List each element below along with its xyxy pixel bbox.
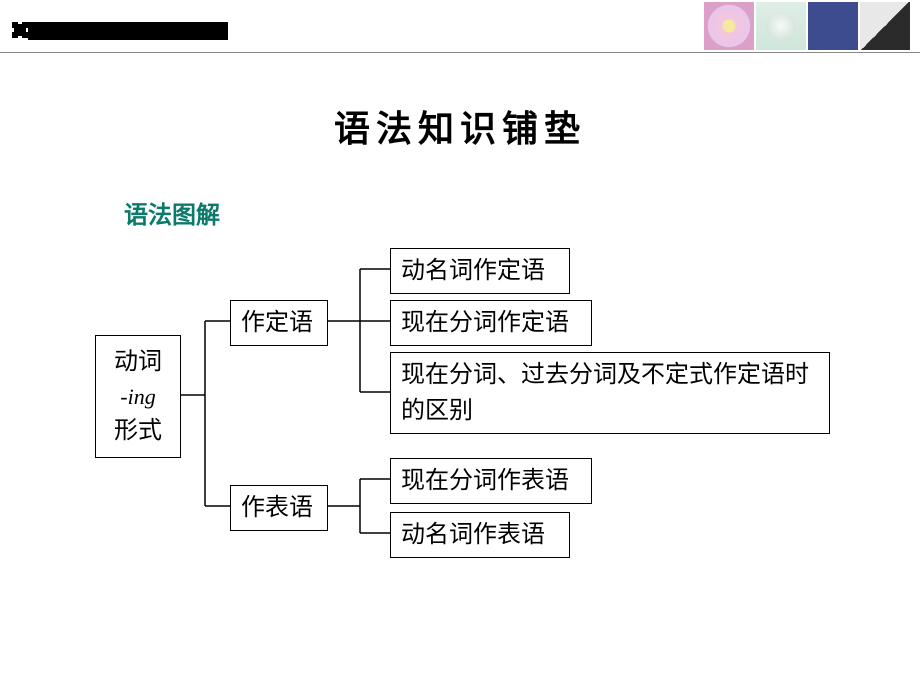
divider-line bbox=[0, 52, 920, 53]
root-line3: 形式 bbox=[102, 413, 174, 449]
decor-black-strip bbox=[28, 22, 228, 40]
makeup-tile-icon bbox=[860, 2, 910, 50]
decor-tile-row bbox=[704, 2, 910, 50]
top-bar bbox=[0, 2, 920, 50]
mid-node-1: 作表语 bbox=[230, 485, 328, 531]
root-line2: -ing bbox=[102, 380, 174, 413]
leaf-node-2: 现在分词、过去分词及不定式作定语时的区别 bbox=[390, 352, 830, 434]
leaf-node-4: 动名词作表语 bbox=[390, 512, 570, 558]
tree-diagram: 动词 -ing 形式 作定语作表语 动名词作定语现在分词作定语现在分词、过去分词及… bbox=[95, 240, 835, 620]
subtitle: 语法图解 bbox=[124, 195, 220, 230]
page-title: 语法知识铺垫 bbox=[0, 100, 920, 152]
leaf-node-0: 动名词作定语 bbox=[390, 248, 570, 294]
glass-tile-icon bbox=[756, 2, 806, 50]
root-node: 动词 -ing 形式 bbox=[95, 335, 181, 458]
navy-tile-icon bbox=[808, 2, 858, 50]
mid-node-0: 作定语 bbox=[230, 300, 328, 346]
decor-square-icon bbox=[12, 22, 28, 38]
flower-tile-icon bbox=[704, 2, 754, 50]
root-line1: 动词 bbox=[102, 344, 174, 380]
leaf-node-3: 现在分词作表语 bbox=[390, 458, 592, 504]
leaf-node-1: 现在分词作定语 bbox=[390, 300, 592, 346]
